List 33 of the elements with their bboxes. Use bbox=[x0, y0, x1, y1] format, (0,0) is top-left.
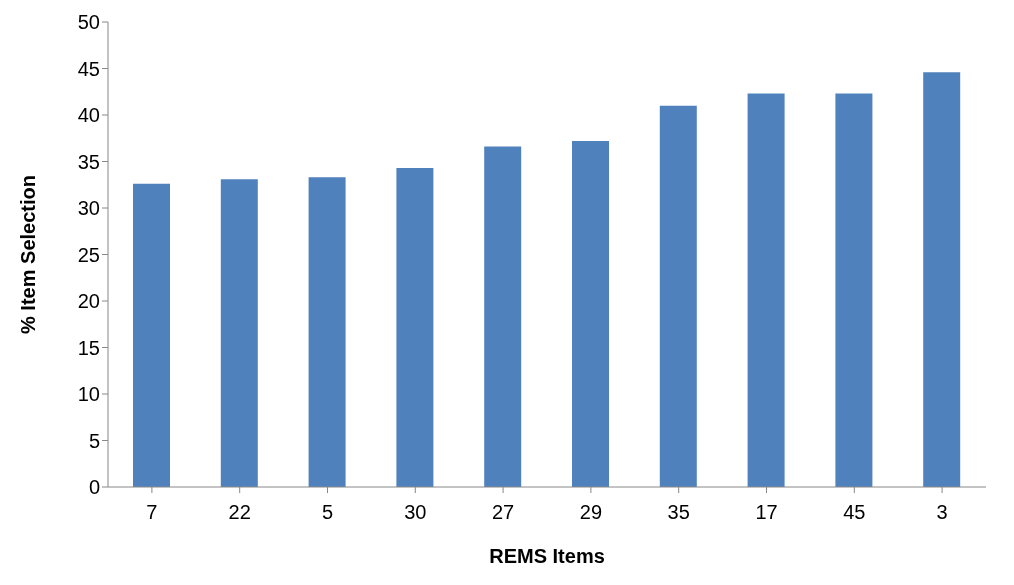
bar bbox=[572, 141, 609, 487]
bar bbox=[659, 105, 697, 487]
x-tick-label: 27 bbox=[491, 501, 515, 524]
x-tick-label: 45 bbox=[843, 501, 866, 524]
bar bbox=[747, 93, 785, 487]
y-tick-label: 35 bbox=[77, 150, 100, 173]
y-tick-label: 0 bbox=[88, 476, 100, 499]
bar bbox=[220, 179, 258, 487]
y-tick-label: 40 bbox=[77, 104, 100, 127]
bar bbox=[133, 183, 170, 487]
x-axis-title: REMS Items bbox=[489, 545, 605, 567]
y-tick-label: 15 bbox=[77, 336, 100, 359]
bar bbox=[308, 177, 346, 487]
bar bbox=[835, 93, 873, 487]
y-tick-label: 25 bbox=[77, 243, 100, 266]
y-axis-title: % Item Selection bbox=[17, 175, 40, 334]
y-tick-label: 50 bbox=[77, 11, 100, 34]
bar bbox=[923, 72, 961, 487]
x-tick-label: 30 bbox=[404, 501, 427, 524]
y-tick-label: 5 bbox=[88, 429, 100, 452]
bar bbox=[396, 168, 434, 487]
x-tick-label: 7 bbox=[146, 501, 158, 524]
x-tick-label: 17 bbox=[755, 501, 778, 524]
x-tick-label: 22 bbox=[228, 501, 251, 524]
x-tick-label: 29 bbox=[579, 501, 603, 524]
x-tick-label: 35 bbox=[667, 501, 690, 524]
y-tick-label: 45 bbox=[77, 57, 100, 80]
y-tick-label: 20 bbox=[77, 290, 100, 313]
y-tick-label: 30 bbox=[77, 197, 100, 220]
y-tick-label: 10 bbox=[77, 383, 100, 406]
bar bbox=[484, 146, 522, 487]
x-tick-label: 5 bbox=[321, 501, 334, 524]
x-tick-label: 3 bbox=[936, 501, 948, 524]
